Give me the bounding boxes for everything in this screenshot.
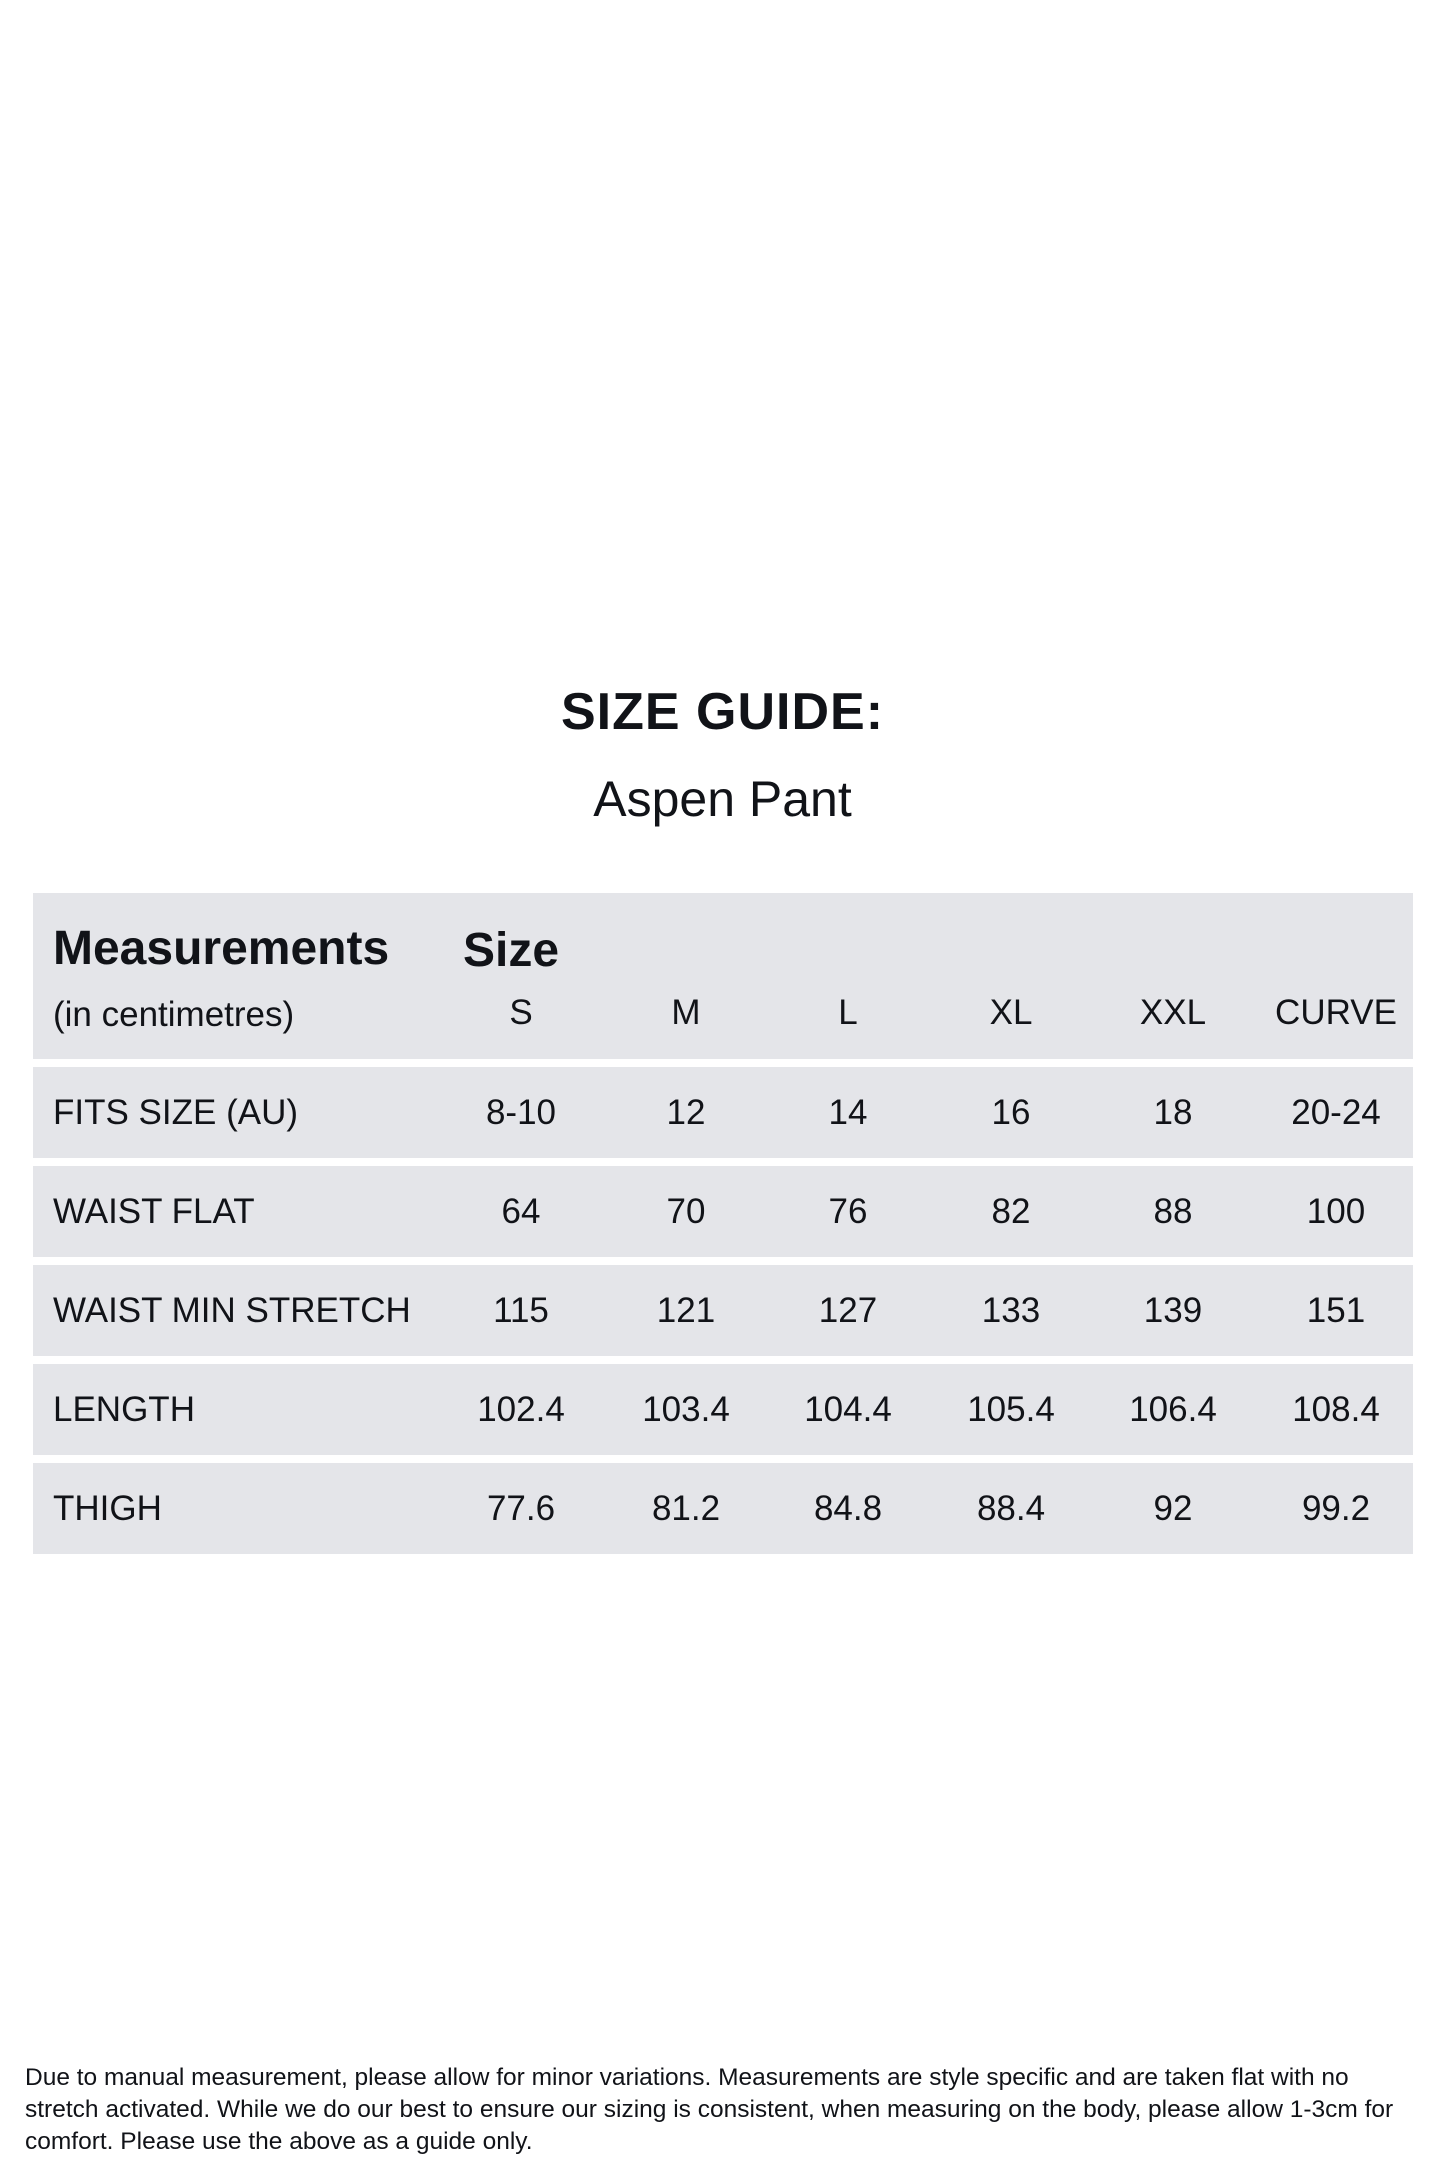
table-cell: 139	[1143, 1291, 1203, 1330]
disclaimer: Due to manual measurement, please allow …	[25, 2064, 1394, 2155]
size-column-header: L	[838, 993, 858, 1032]
row-label: THIGH	[53, 1489, 162, 1528]
table-cell: 70	[666, 1192, 706, 1231]
row-label: LENGTH	[53, 1390, 195, 1429]
table-cell: 103.4	[642, 1390, 730, 1429]
table-cell: 14	[828, 1093, 868, 1132]
table-cell: 12	[666, 1093, 706, 1132]
table-cell: 92	[1153, 1489, 1193, 1528]
table-cell: 8-10	[485, 1093, 557, 1132]
table-cell: 16	[991, 1093, 1031, 1132]
table-cell: 121	[656, 1291, 716, 1330]
table-cell: 77.6	[486, 1489, 556, 1528]
table-cell: 151	[1306, 1291, 1366, 1330]
table-row: LENGTH 102.4 103.4 104.4 105.4 106.4 108.4	[33, 1364, 1413, 1455]
row-label: WAIST MIN STRETCH	[53, 1291, 411, 1330]
size-column-header: XL	[989, 993, 1033, 1032]
table-cell: 88.4	[976, 1489, 1046, 1528]
table-row: THIGH 77.6 81.2 84.8 88.4 92 99.2	[33, 1463, 1413, 1554]
unit-label: (in centimetres)	[53, 995, 295, 1034]
table-cell: 20-24	[1291, 1093, 1381, 1132]
size-column-header: M	[671, 993, 701, 1032]
page-title: SIZE GUIDE:	[560, 683, 885, 741]
table-cell: 88	[1153, 1192, 1193, 1231]
table-cell: 64	[501, 1192, 541, 1231]
table-cell: 127	[818, 1291, 878, 1330]
size-column-header: CURVE	[1275, 993, 1397, 1032]
size-table: Measurements Size (in centimetres) S M L XL…	[33, 893, 1413, 1554]
table-cell: 115	[493, 1291, 549, 1330]
table-header: Measurements Size (in centimetres) S M L XL…	[33, 893, 1413, 1059]
size-column-header: XXL	[1139, 993, 1207, 1032]
table-cell: 105.4	[967, 1390, 1055, 1429]
table-row: WAIST FLAT 64 70 76 82 88 100	[33, 1166, 1413, 1257]
table-row: FITS SIZE (AU) 8-10 12 14 16 18 20-24	[33, 1067, 1413, 1158]
table-cell: 102.4	[477, 1390, 565, 1429]
table-cell: 99.2	[1301, 1489, 1371, 1528]
table-cell: 106.4	[1129, 1390, 1217, 1429]
table-cell: 104.4	[804, 1390, 892, 1429]
row-label: FITS SIZE (AU)	[53, 1093, 298, 1132]
table-cell: 133	[981, 1291, 1041, 1330]
size-column-header: S	[509, 993, 533, 1032]
table-cell: 76	[828, 1192, 868, 1231]
size-heading: Size	[463, 924, 560, 977]
product-name: Aspen Pant	[593, 771, 852, 827]
table-cell: 82	[991, 1192, 1031, 1231]
table-cell: 108.4	[1292, 1390, 1380, 1429]
table-cell: 84.8	[813, 1489, 883, 1528]
table-cell: 18	[1153, 1093, 1193, 1132]
table-row: WAIST MIN STRETCH 115 121 127 133 139 151	[33, 1265, 1413, 1356]
row-label: WAIST FLAT	[53, 1192, 255, 1231]
table-cell: 81.2	[651, 1489, 721, 1528]
table-cell: 100	[1306, 1192, 1366, 1231]
measurements-heading: Measurements	[53, 922, 390, 975]
